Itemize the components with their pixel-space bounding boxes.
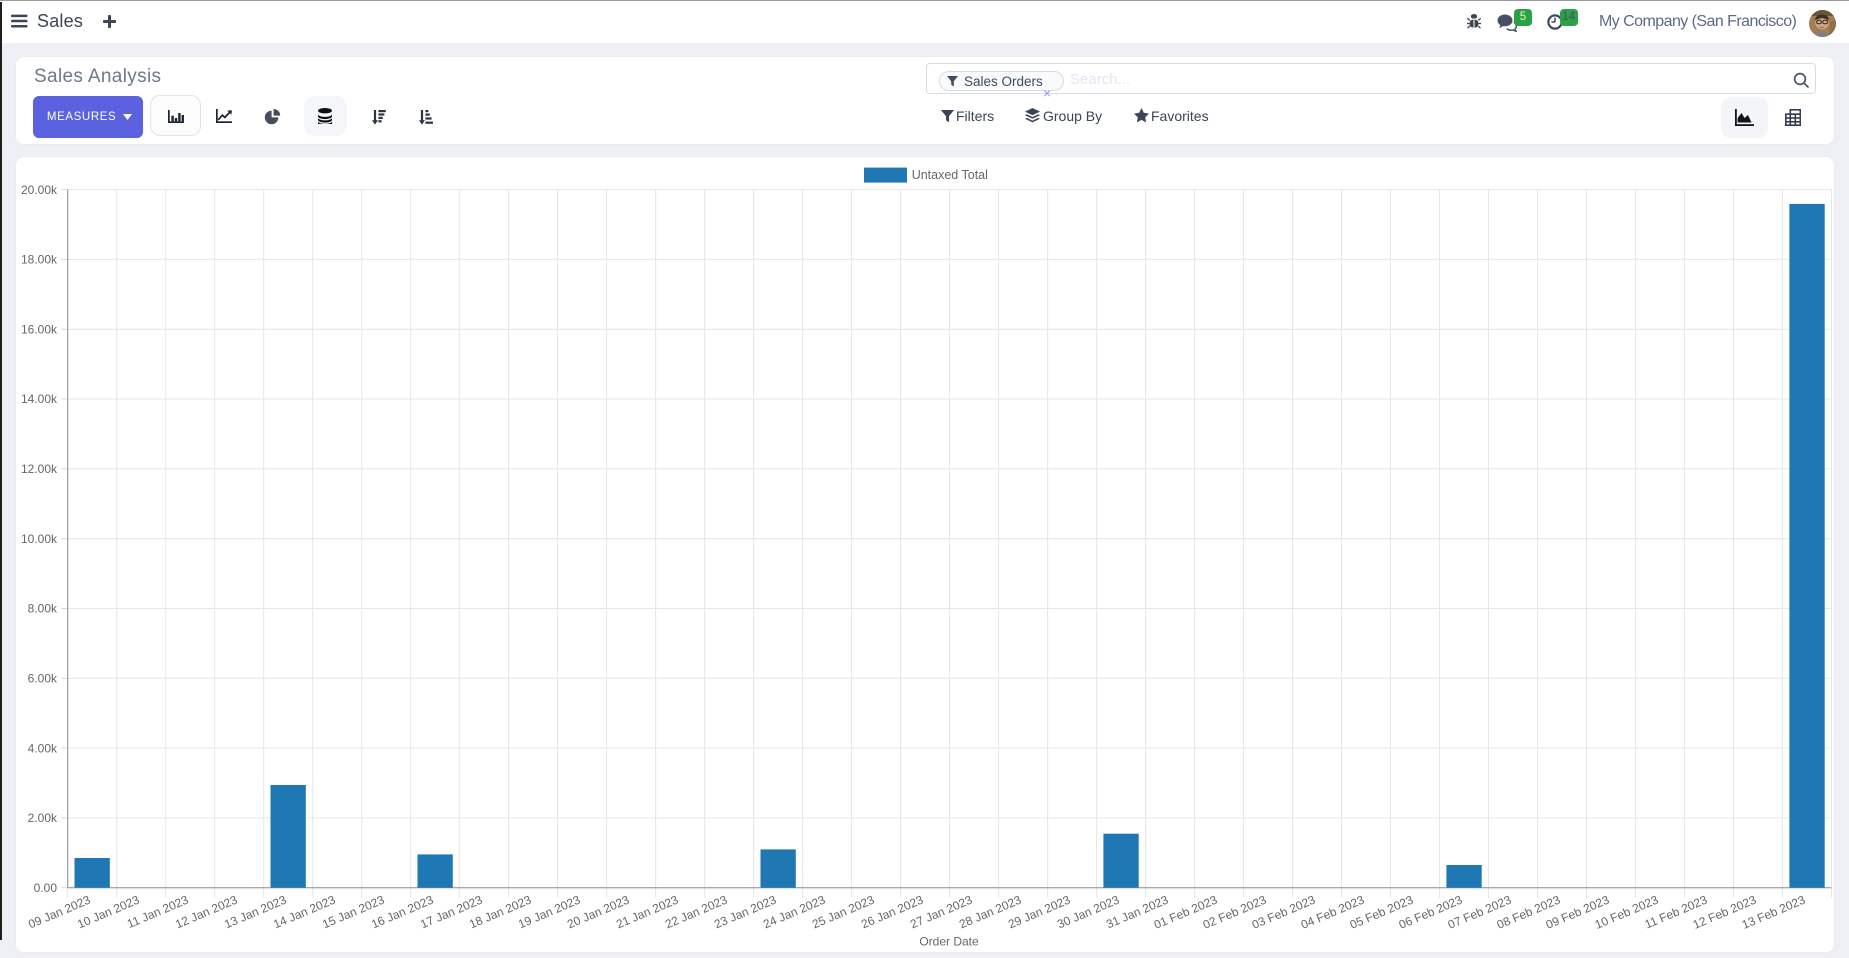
svg-text:6.00k: 6.00k xyxy=(28,672,58,686)
svg-text:4.00k: 4.00k xyxy=(28,741,58,755)
svg-text:2.00k: 2.00k xyxy=(28,811,58,825)
svg-text:0.00: 0.00 xyxy=(34,881,58,895)
svg-text:16.00k: 16.00k xyxy=(21,322,58,336)
svg-text:Order Date: Order Date xyxy=(919,935,979,949)
svg-text:12.00k: 12.00k xyxy=(21,462,58,476)
svg-text:8.00k: 8.00k xyxy=(28,602,58,616)
svg-text:20.00k: 20.00k xyxy=(21,183,58,197)
svg-text:18.00k: 18.00k xyxy=(21,253,58,267)
svg-text:10.00k: 10.00k xyxy=(21,532,58,546)
svg-text:14.00k: 14.00k xyxy=(21,392,58,406)
svg-text:Untaxed Total: Untaxed Total xyxy=(912,168,988,182)
